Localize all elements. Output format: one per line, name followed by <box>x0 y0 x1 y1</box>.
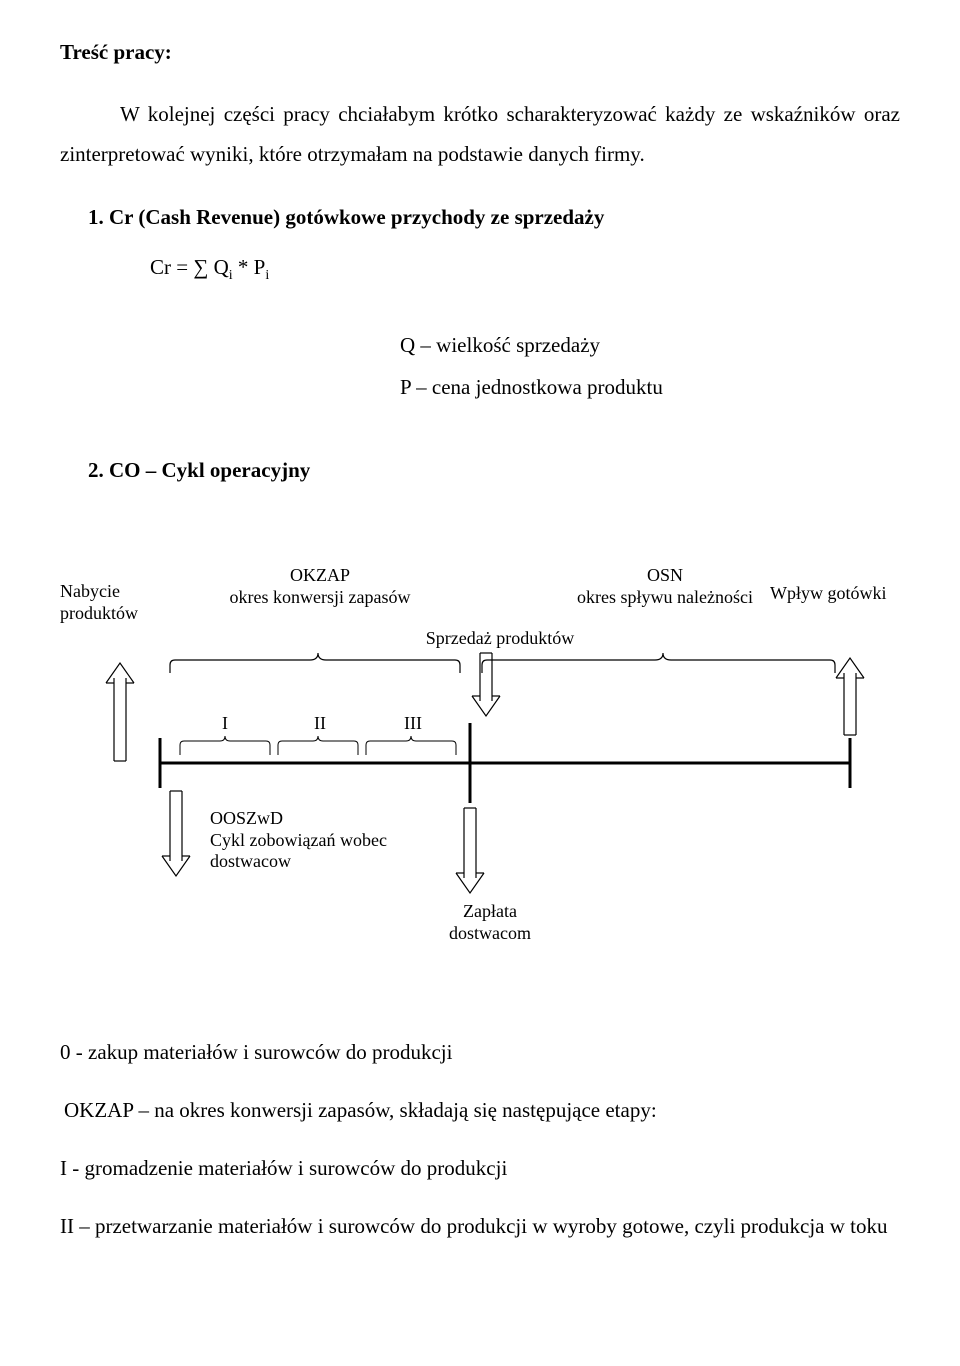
footer-line-i: I - gromadzenie materiałów i surowców do… <box>60 1149 900 1189</box>
formula-prefix: Cr = ∑ Q <box>150 255 229 279</box>
cycle-diagram: Nabycie produktów OKZAP okres konwersji … <box>70 523 890 953</box>
label-roman-1: I <box>215 713 235 735</box>
label-ooszwd: OOSZwD Cykl zobowiązań wobec dostwacow <box>210 808 440 873</box>
footer-line-0: 0 - zakup materiałów i surowców do produ… <box>60 1033 900 1073</box>
intro-paragraph: W kolejnej części pracy chciałabym krótk… <box>60 95 900 175</box>
def-p: P – cena jednostkowa produktu <box>400 366 900 408</box>
definitions: Q – wielkość sprzedaży P – cena jednostk… <box>400 324 900 408</box>
formula-mid: * P <box>233 255 266 279</box>
def-q: Q – wielkość sprzedaży <box>400 324 900 366</box>
label-okzap: OKZAP okres konwersji zapasów <box>200 565 440 608</box>
label-sprzedaz: Sprzedaż produktów <box>400 628 600 650</box>
footer-line-okzap: OKZAP – na okres konwersji zapasów, skła… <box>64 1091 900 1131</box>
formula-sub2: i <box>265 268 269 283</box>
section-2-title: 2. CO – Cykl operacyjny <box>88 458 900 483</box>
label-roman-2: II <box>308 713 332 735</box>
label-zaplata: Zapłata dostwacom <box>430 901 550 944</box>
page-heading: Treść pracy: <box>60 40 900 65</box>
formula-cr: Cr = ∑ Qi * Pi <box>150 255 900 284</box>
label-wplyw: Wpływ gotówki <box>770 583 920 605</box>
label-nabycie: Nabycie produktów <box>60 581 180 624</box>
page: Treść pracy: W kolejnej części pracy chc… <box>0 0 960 1366</box>
label-osn: OSN okres spływu należności <box>550 565 780 608</box>
section-1-title: 1. Cr (Cash Revenue) gotówkowe przychody… <box>88 205 900 230</box>
label-roman-3: III <box>398 713 428 735</box>
footer-line-ii: II – przetwarzanie materiałów i surowców… <box>60 1207 900 1247</box>
